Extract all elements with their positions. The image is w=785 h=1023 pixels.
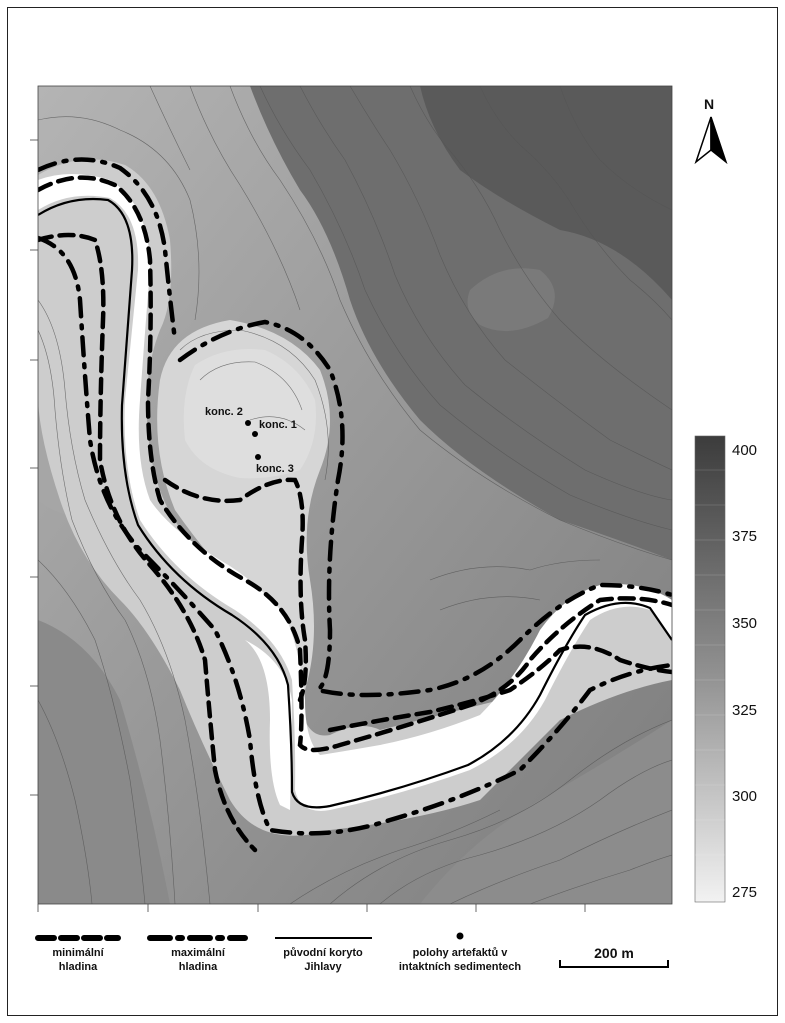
hill-top-knoll: [467, 268, 555, 332]
legend-min-level-line1: minimální: [52, 947, 104, 959]
north-label: N: [704, 96, 714, 112]
min-level-lines: [38, 175, 672, 853]
legend-artifact-line2: intaktních sedimentech: [399, 961, 522, 973]
scale-bar-label: 200 m: [594, 945, 634, 961]
colorbar-tick-300: 300: [732, 788, 757, 805]
legend-artifact-symbol: [456, 932, 464, 940]
contour-lines: [38, 86, 672, 904]
figure-frame: [7, 7, 778, 1016]
elevation-colorbar: 400 375 350 325 300 275: [694, 435, 757, 903]
bottom-axis-ticks: [37, 904, 586, 912]
legend-min-level-line2: hladina: [59, 961, 98, 973]
site-label-konc1: konc. 1: [259, 419, 297, 431]
scale-bar: 200 m: [559, 945, 669, 968]
site-label-konc2: konc. 2: [205, 406, 243, 418]
colorbar-tick-350: 350: [732, 615, 757, 632]
river-bar: [245, 640, 292, 810]
north-arrow-icon: N: [694, 96, 728, 165]
spur-plateau: [183, 349, 316, 479]
legend-original-channel-line1: původní koryto: [283, 947, 363, 959]
colorbar-tick-275: 275: [732, 884, 757, 901]
site-dot-konc3: [255, 454, 261, 460]
colorbar-tick-400: 400: [732, 442, 757, 459]
site-dot-konc2: [245, 420, 251, 426]
legend: minimální hladina maximální hladina půvo…: [35, 932, 669, 973]
legend-artifact-line1: polohy artefaktů v: [413, 947, 509, 959]
colorbar-tick-375: 375: [732, 528, 757, 545]
upland-southeast: [420, 720, 672, 904]
site-dot-konc1: [252, 431, 258, 437]
legend-original-channel-line2: Jihlavy: [304, 961, 342, 973]
artifact-sites: [245, 420, 261, 460]
colorbar-tick-325: 325: [732, 702, 757, 719]
map-area: konc. 2 konc. 1 konc. 3: [38, 86, 672, 904]
map-border: [37, 85, 673, 905]
floodplain: [38, 159, 672, 836]
max-level-lines: [38, 157, 672, 836]
legend-max-level-line1: maximální: [171, 947, 226, 959]
upland-northeast-core: [420, 86, 672, 300]
left-axis-ticks: [30, 139, 38, 796]
site-label-konc3: konc. 3: [256, 463, 294, 475]
original-channel-line: [38, 197, 672, 809]
legend-max-level-line2: hladina: [179, 961, 218, 973]
